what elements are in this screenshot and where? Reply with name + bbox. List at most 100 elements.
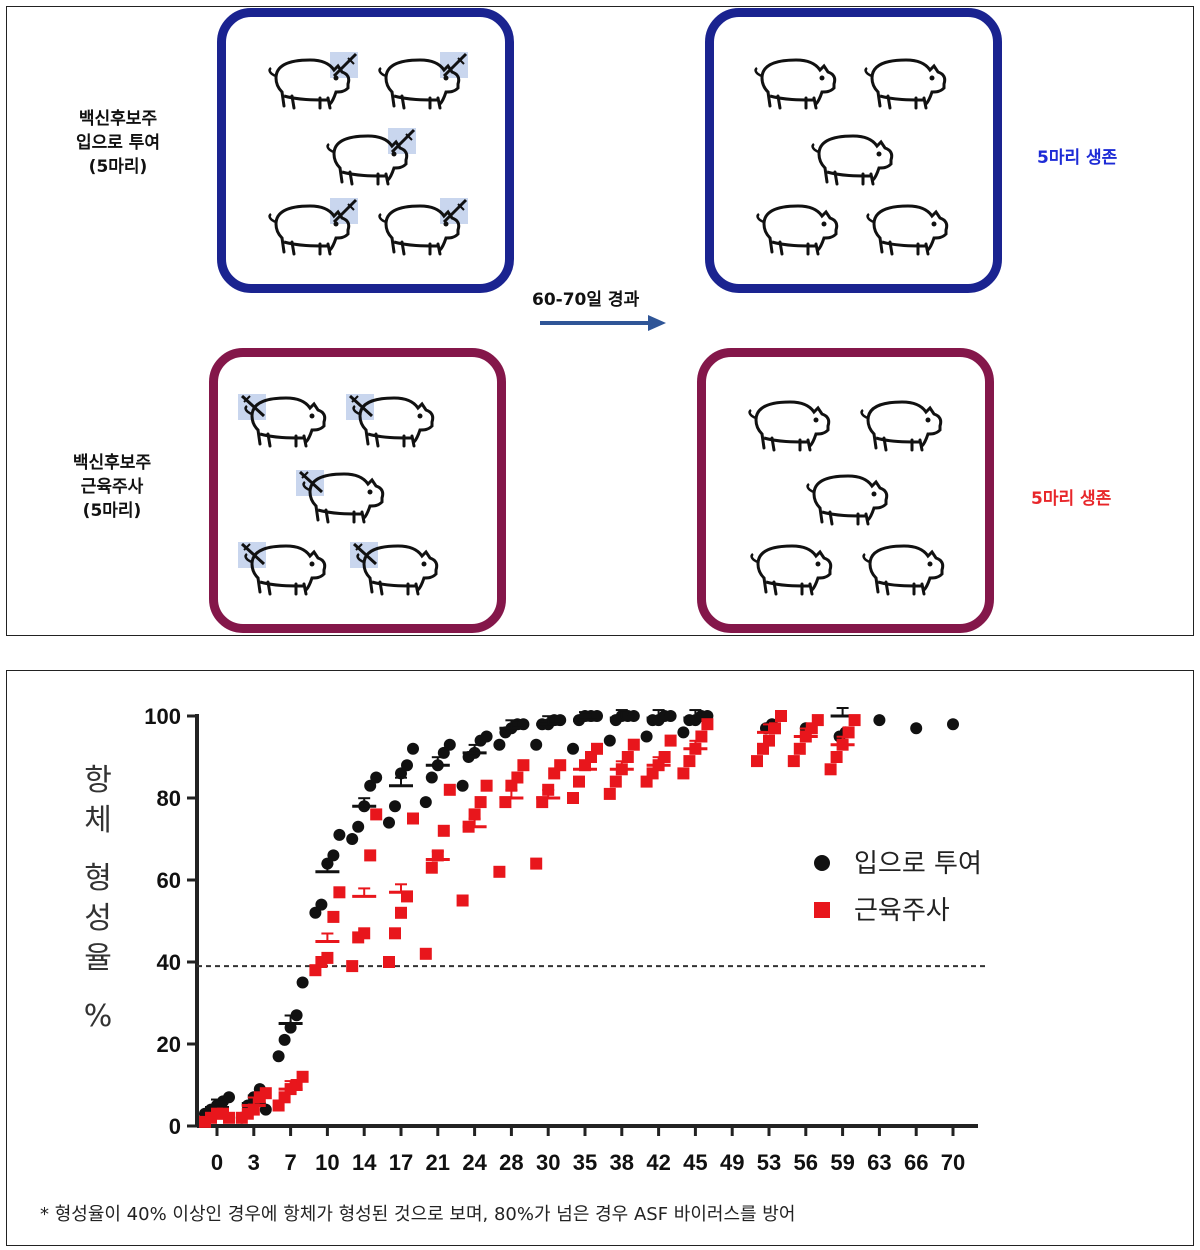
pig-icon	[866, 204, 949, 256]
data-point-oral	[401, 759, 413, 772]
y-axis-label-char: 성	[84, 901, 112, 936]
data-point-im	[683, 755, 696, 768]
pig-icon	[750, 544, 833, 596]
pig-icon	[864, 58, 947, 110]
oral-survival-label: 5마리 생존	[1037, 148, 1118, 168]
data-point-im	[793, 742, 806, 755]
data-point-oral	[493, 738, 506, 751]
pig-icon	[806, 474, 889, 526]
data-point-oral	[910, 722, 923, 735]
pig-icon	[748, 400, 831, 452]
data-point-im	[259, 1087, 272, 1100]
data-point-im	[763, 734, 775, 747]
data-point-im	[493, 865, 506, 878]
pig-icon	[238, 542, 327, 596]
data-point-im	[395, 906, 407, 919]
data-point-im	[751, 755, 763, 768]
data-point-im	[848, 714, 861, 727]
data-point-oral	[370, 771, 383, 784]
legend-marker-oral	[814, 855, 830, 871]
data-point-im	[407, 812, 419, 825]
x-tick-label: 28	[499, 1150, 523, 1175]
x-tick-label: 17	[389, 1150, 413, 1175]
chart-panel	[6, 670, 1194, 1246]
data-point-im	[333, 886, 346, 899]
x-tick-label: 70	[941, 1150, 965, 1175]
data-point-oral	[309, 906, 322, 919]
data-point-im	[842, 726, 855, 739]
data-point-im	[554, 759, 567, 772]
data-point-im	[811, 714, 824, 727]
data-point-im	[664, 734, 677, 747]
data-point-oral	[296, 976, 309, 989]
x-tick-label: 45	[683, 1150, 707, 1175]
pig-icon	[296, 470, 385, 524]
y-tick-label: 60	[157, 868, 181, 893]
data-point-oral	[437, 746, 450, 759]
x-tick-label: 38	[610, 1150, 634, 1175]
data-point-im	[573, 775, 585, 788]
data-point-im	[247, 1103, 260, 1116]
pig-icon	[268, 198, 358, 256]
data-point-oral	[389, 800, 401, 813]
data-point-im	[419, 947, 432, 960]
im-survival-label: 5마리 생존	[1031, 489, 1112, 509]
x-tick-label: 10	[315, 1150, 339, 1175]
data-point-oral	[456, 779, 469, 792]
data-point-oral	[419, 796, 432, 809]
data-point-oral	[627, 710, 640, 722]
data-point-im	[609, 775, 622, 788]
data-point-oral	[395, 767, 407, 780]
x-tick-label: 0	[211, 1150, 223, 1175]
data-point-im	[456, 894, 469, 907]
x-tick-label: 14	[352, 1150, 377, 1175]
data-point-im	[591, 742, 603, 755]
pig-icon	[378, 52, 468, 110]
data-point-im	[425, 861, 438, 874]
x-tick-label: 66	[904, 1150, 928, 1175]
y-axis-label-char: 항	[84, 763, 112, 798]
data-point-im	[603, 787, 616, 800]
data-point-oral	[364, 779, 377, 792]
group-label-intramuscular: 백신후보주 근육주사 (5마리)	[72, 453, 152, 521]
y-tick-label: 80	[157, 786, 181, 811]
data-point-oral	[873, 714, 886, 727]
data-point-oral	[567, 742, 579, 755]
data-point-im	[824, 763, 837, 776]
legend-marker-im	[814, 902, 830, 918]
data-point-oral	[603, 734, 616, 747]
data-point-im	[701, 718, 714, 731]
im-group-pen-after	[697, 348, 994, 633]
y-tick-label: 40	[157, 950, 181, 975]
data-point-im	[346, 960, 359, 973]
pig-icon	[378, 198, 468, 256]
legend-label-im: 근육주사	[854, 896, 950, 926]
y-axis-label-char: 체	[84, 803, 112, 838]
data-point-oral	[333, 828, 346, 841]
data-point-im	[327, 910, 340, 923]
data-point-oral	[315, 898, 328, 911]
data-point-im	[480, 779, 493, 792]
x-tick-label: 35	[573, 1150, 597, 1175]
data-point-im	[517, 759, 530, 772]
y-tick-label: 0	[169, 1114, 181, 1139]
x-tick-label: 53	[757, 1150, 781, 1175]
data-point-im	[383, 956, 395, 968]
x-tick-label: 56	[794, 1150, 818, 1175]
data-point-im	[787, 755, 800, 768]
data-point-im	[511, 771, 524, 784]
pig-icon	[326, 128, 416, 186]
pig-icon	[350, 542, 439, 596]
data-point-oral	[664, 710, 677, 722]
y-axis-label-char: 형	[84, 861, 112, 896]
data-point-oral	[947, 718, 959, 731]
data-point-oral	[278, 1033, 291, 1046]
x-tick-label: 49	[720, 1150, 744, 1175]
data-point-im	[296, 1070, 309, 1083]
data-point-im	[627, 738, 640, 751]
data-point-oral	[352, 820, 365, 833]
y-axis-label-char: %	[84, 999, 113, 1034]
data-point-im	[775, 710, 787, 722]
data-point-oral	[530, 738, 543, 751]
oral-group-pen-before	[217, 8, 514, 293]
